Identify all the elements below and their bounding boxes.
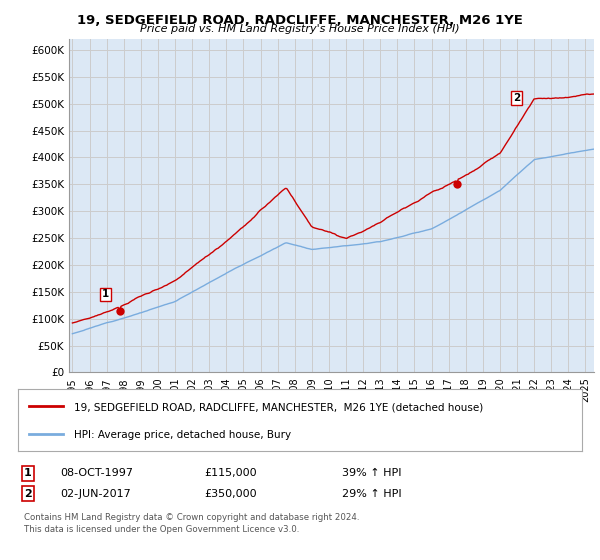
Text: £350,000: £350,000 — [204, 489, 257, 499]
Text: £115,000: £115,000 — [204, 468, 257, 478]
Text: 2: 2 — [24, 489, 32, 499]
Text: 29% ↑ HPI: 29% ↑ HPI — [342, 489, 401, 499]
Text: 39% ↑ HPI: 39% ↑ HPI — [342, 468, 401, 478]
Text: 2: 2 — [513, 94, 520, 103]
Text: 19, SEDGEFIELD ROAD, RADCLIFFE, MANCHESTER, M26 1YE: 19, SEDGEFIELD ROAD, RADCLIFFE, MANCHEST… — [77, 14, 523, 27]
Text: Price paid vs. HM Land Registry's House Price Index (HPI): Price paid vs. HM Land Registry's House … — [140, 24, 460, 34]
Text: 1: 1 — [24, 468, 32, 478]
Text: 1: 1 — [102, 290, 110, 300]
Text: Contains HM Land Registry data © Crown copyright and database right 2024.: Contains HM Land Registry data © Crown c… — [24, 513, 359, 522]
Text: 19, SEDGEFIELD ROAD, RADCLIFFE, MANCHESTER,  M26 1YE (detached house): 19, SEDGEFIELD ROAD, RADCLIFFE, MANCHEST… — [74, 403, 484, 413]
Text: HPI: Average price, detached house, Bury: HPI: Average price, detached house, Bury — [74, 430, 292, 440]
Text: 08-OCT-1997: 08-OCT-1997 — [60, 468, 133, 478]
Text: This data is licensed under the Open Government Licence v3.0.: This data is licensed under the Open Gov… — [24, 525, 299, 534]
Text: 02-JUN-2017: 02-JUN-2017 — [60, 489, 131, 499]
